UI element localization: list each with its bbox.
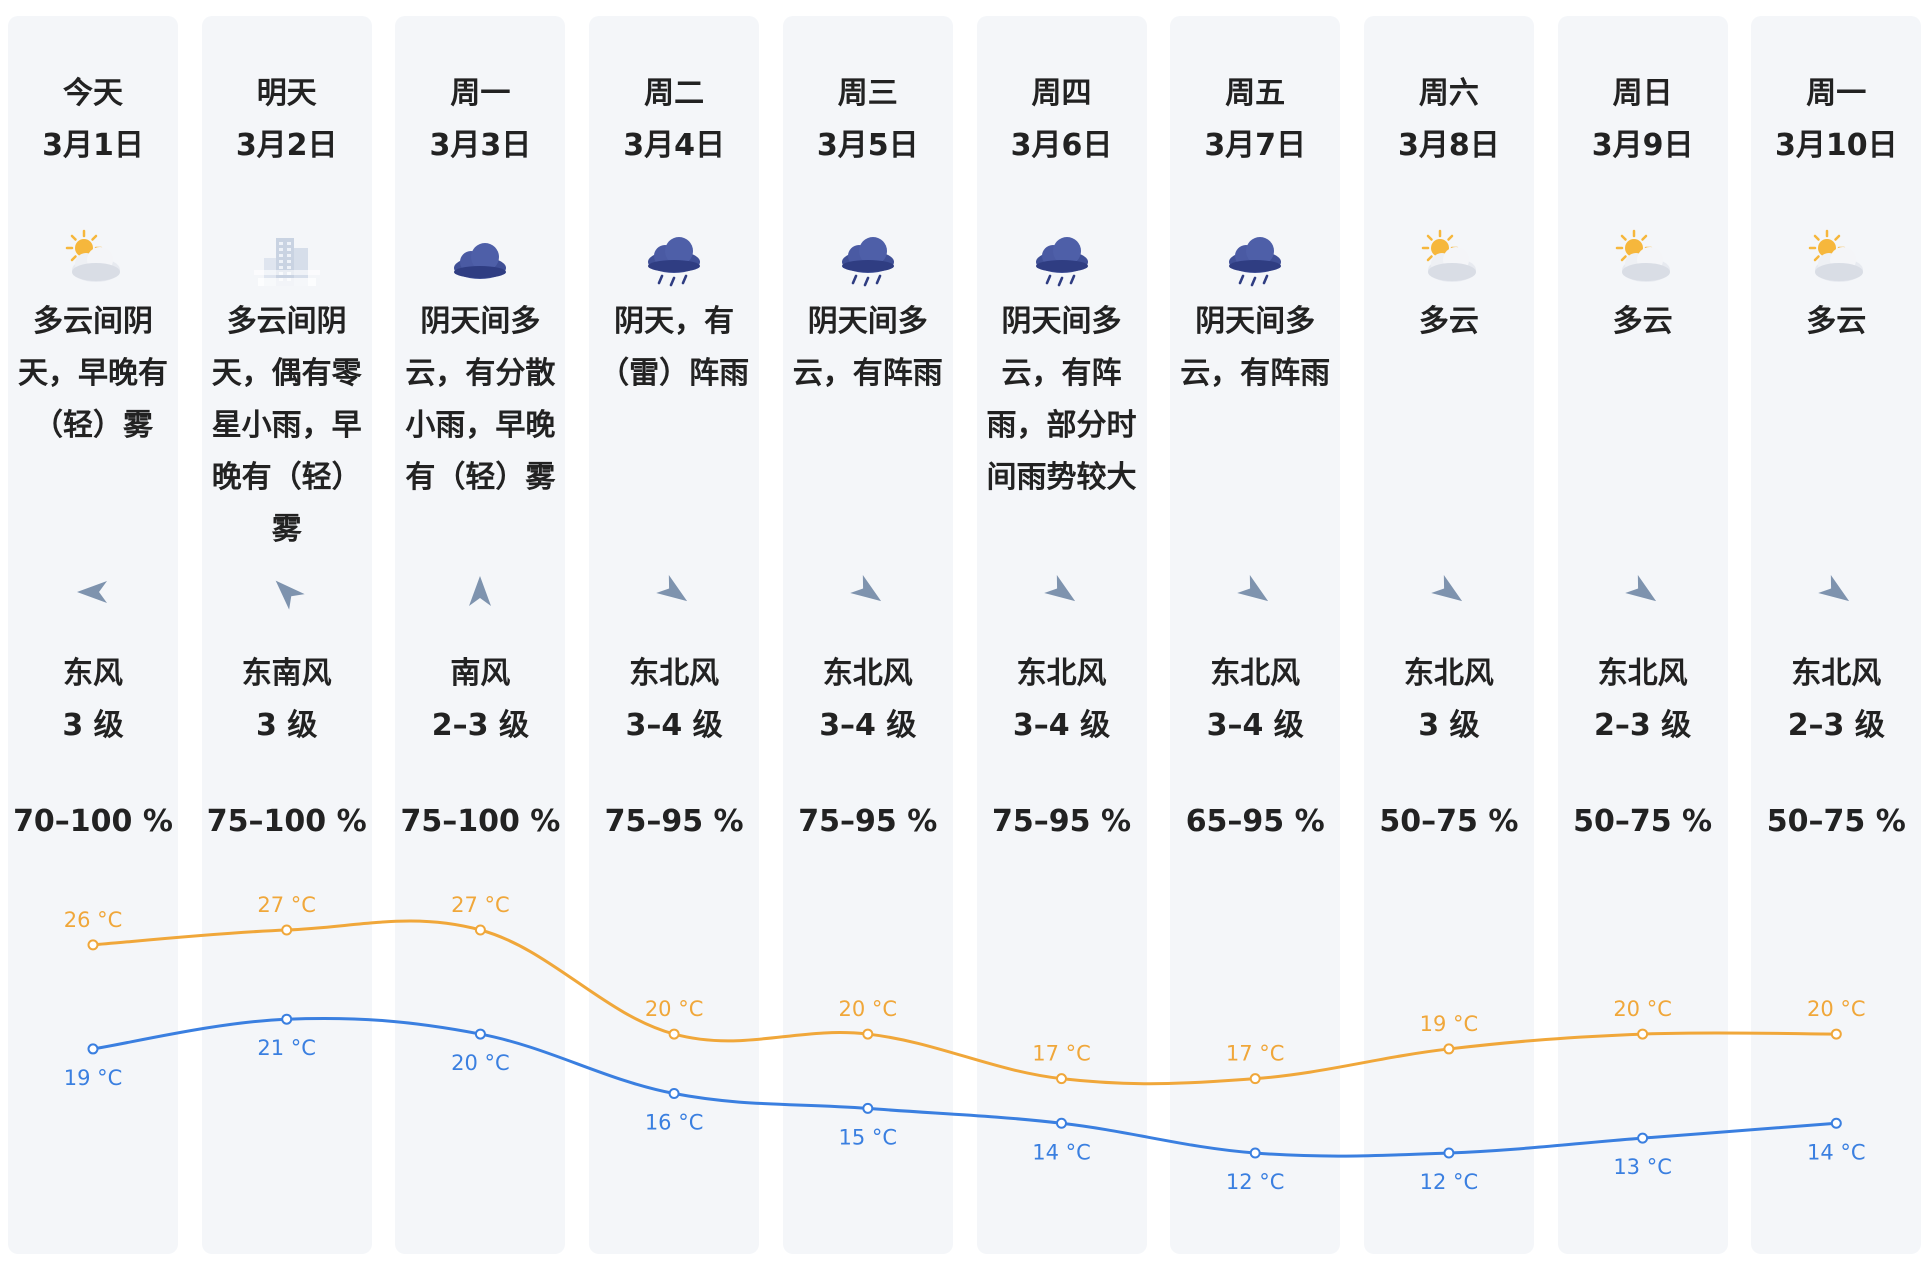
wind-direction-arrow-icon: [654, 572, 694, 612]
wind-direction-arrow-icon: [1042, 572, 1082, 612]
rain-icon: [835, 226, 901, 292]
day-name: 周一: [1806, 76, 1867, 111]
wind-direction: 东北风: [1016, 656, 1107, 691]
humidity-range: 65–95 %: [1185, 804, 1325, 839]
day-column: 周四 3月6日 阴天间多云，有阵雨，部分时间雨势较大 东北风 3–4 级 75–…: [976, 16, 1147, 1254]
wind-direction: 东北风: [1791, 656, 1882, 691]
cloudy-icon: [447, 226, 513, 292]
day-column: 周二 3月4日 阴天，有（雷）阵雨 东北风 3–4 级 75–95 %: [589, 16, 760, 1254]
day-name: 明天: [256, 76, 317, 111]
wind-level: 2–3 级: [1593, 708, 1692, 743]
humidity-range: 50–75 %: [1573, 804, 1713, 839]
wind-direction-arrow-icon: [1816, 572, 1856, 612]
humidity-range: 75–100 %: [206, 804, 367, 839]
weather-condition: 阴天间多云，有阵雨: [1180, 304, 1331, 391]
weather-condition: 多云: [1806, 304, 1867, 339]
day-column: 周三 3月5日 阴天间多云，有阵雨 东北风 3–4 级 75–95 %: [782, 16, 953, 1254]
wind-direction: 南风: [450, 656, 511, 691]
weather-condition: 阴天间多云，有分散小雨，早晚有（轻）雾: [405, 304, 556, 495]
day-name: 周三: [837, 76, 898, 111]
wind-direction: 东北风: [629, 656, 720, 691]
wind-direction-arrow-icon: [460, 572, 500, 612]
partly-cloudy-icon: [60, 226, 126, 292]
day-name: 周四: [1031, 76, 1092, 111]
humidity-range: 50–75 %: [1379, 804, 1519, 839]
wind-direction: 东北风: [1403, 656, 1494, 691]
day-column: 今天 3月1日 多云间阴天，早晚有（轻）雾 东风 3 级 70–100 %: [8, 16, 178, 1254]
day-date: 3月3日: [429, 128, 532, 163]
wind-direction: 东南风: [241, 656, 332, 691]
wind-direction: 东北风: [1210, 656, 1301, 691]
wind-level: 3 级: [1418, 708, 1480, 743]
humidity-range: 75–95 %: [992, 804, 1131, 839]
humidity-range: 75–95 %: [798, 804, 938, 839]
partly-cloudy-icon: [1416, 226, 1482, 292]
weather-condition: 阴天，有（雷）阵雨: [599, 304, 750, 391]
wind-level: 3–4 级: [625, 708, 723, 743]
fog-buildings-icon: [253, 226, 320, 292]
wind-level: 3 级: [62, 708, 124, 743]
weather-condition: 多云: [1418, 304, 1479, 339]
wind-direction-arrow-icon: [73, 572, 113, 612]
wind-direction: 东风: [63, 656, 123, 691]
wind-direction: 东北风: [1597, 656, 1688, 691]
partly-cloudy-icon: [1610, 226, 1676, 292]
day-date: 3月9日: [1591, 128, 1694, 163]
day-column: 周日 3月9日 多云 东北风 2–3 级 50–75 %: [1557, 16, 1728, 1254]
day-column: 周六 3月8日 多云 东北风 3 级 50–75 %: [1363, 16, 1534, 1254]
wind-direction-arrow-icon: [1623, 572, 1663, 612]
day-name: 周二: [644, 76, 705, 111]
day-date: 3月6日: [1010, 128, 1113, 163]
day-name: 周五: [1225, 76, 1286, 111]
wind-level: 3–4 级: [819, 708, 917, 743]
day-date: 3月5日: [816, 128, 919, 163]
rain-icon: [641, 226, 707, 292]
partly-cloudy-icon: [1803, 226, 1869, 292]
day-column: 明天 3月2日 多云间阴天，偶有零星小雨，早晚有（轻）雾 东南风 3 级 75–…: [201, 16, 372, 1254]
humidity-range: 75–95 %: [604, 804, 744, 839]
weather-condition: 阴天间多云，有阵雨，部分时间雨势较大: [986, 304, 1137, 495]
wind-direction-arrow-icon: [1429, 572, 1469, 612]
day-name: 今天: [63, 76, 123, 111]
wind-direction-arrow-icon: [1235, 572, 1275, 612]
wind-level: 3–4 级: [1012, 708, 1111, 743]
wind-direction-arrow-icon: [267, 572, 307, 612]
weather-condition: 阴天间多云，有阵雨: [792, 304, 943, 391]
wind-level: 3 级: [256, 708, 318, 743]
rain-icon: [1222, 226, 1288, 292]
day-date: 3月10日: [1774, 128, 1898, 163]
day-date: 3月1日: [42, 128, 144, 163]
wind-level: 2–3 级: [431, 708, 529, 743]
day-name: 周日: [1612, 76, 1673, 111]
day-date: 3月7日: [1204, 128, 1307, 163]
day-date: 3月4日: [623, 128, 725, 163]
day-date: 3月8日: [1398, 128, 1500, 163]
weather-condition: 多云: [1612, 304, 1673, 339]
humidity-range: 70–100 %: [13, 804, 173, 839]
humidity-range: 50–75 %: [1766, 804, 1906, 839]
day-date: 3月2日: [235, 128, 338, 163]
humidity-range: 75–100 %: [400, 804, 561, 839]
day-column: 周一 3月10日 多云 东北风 2–3 级 50–75 %: [1751, 16, 1922, 1254]
rain-icon: [1029, 226, 1095, 292]
wind-level: 2–3 级: [1787, 708, 1885, 743]
wind-level: 3–4 级: [1206, 708, 1304, 743]
day-column: 周一 3月3日 阴天间多云，有分散小雨，早晚有（轻）雾 南风 2–3 级 75–…: [395, 16, 566, 1254]
wind-direction: 东北风: [822, 656, 913, 691]
day-column: 周五 3月7日 阴天间多云，有阵雨 东北风 3–4 级 65–95 %: [1170, 16, 1341, 1254]
weather-condition: 多云间阴天，早晚有（轻）雾: [18, 304, 168, 443]
day-name: 周六: [1418, 76, 1479, 111]
wind-direction-arrow-icon: [848, 572, 888, 612]
weather-condition: 多云间阴天，偶有零星小雨，早晚有（轻）雾: [211, 304, 362, 547]
day-name: 周一: [450, 76, 511, 111]
